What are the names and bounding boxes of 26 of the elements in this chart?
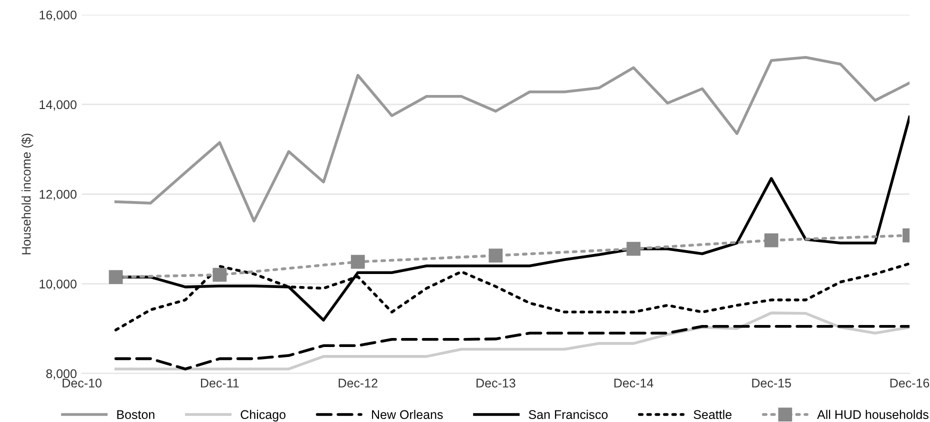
legend-label: Seattle — [694, 410, 732, 420]
x-tick-label: Dec-15 — [752, 378, 791, 388]
point — [764, 233, 778, 248]
point — [488, 248, 503, 262]
legend-label: New Orleans — [372, 410, 443, 420]
y-tick-label: 14,000 — [40, 100, 76, 111]
x-tick-label: Dec-11 — [201, 378, 239, 388]
x-tick-label: Dec-14 — [614, 378, 654, 388]
x-tick-label: Dec-16 — [890, 378, 930, 388]
legend-label: San Francisco — [528, 410, 608, 420]
line-series — [114, 312, 910, 370]
y-tick-label: 16,000 — [40, 10, 76, 21]
legend-label: Chicago — [240, 410, 286, 422]
legend-label: All HUD households — [817, 410, 928, 420]
line-series — [114, 325, 910, 370]
y-axis-title: Household income ($) — [21, 134, 34, 254]
y-tick-label: 12,000 — [40, 190, 76, 200]
x-tick-label: Dec-12 — [338, 378, 378, 388]
y-tick-label: 10,000 — [40, 280, 76, 290]
legend-label: Boston — [117, 410, 154, 420]
point — [350, 254, 365, 269]
line-series — [114, 56, 910, 222]
point — [212, 268, 227, 282]
y-tick-label: 8,000 — [46, 369, 76, 380]
x-tick-label: Dec-13 — [476, 378, 516, 388]
x-tick-label: Dec-10 — [62, 378, 102, 388]
